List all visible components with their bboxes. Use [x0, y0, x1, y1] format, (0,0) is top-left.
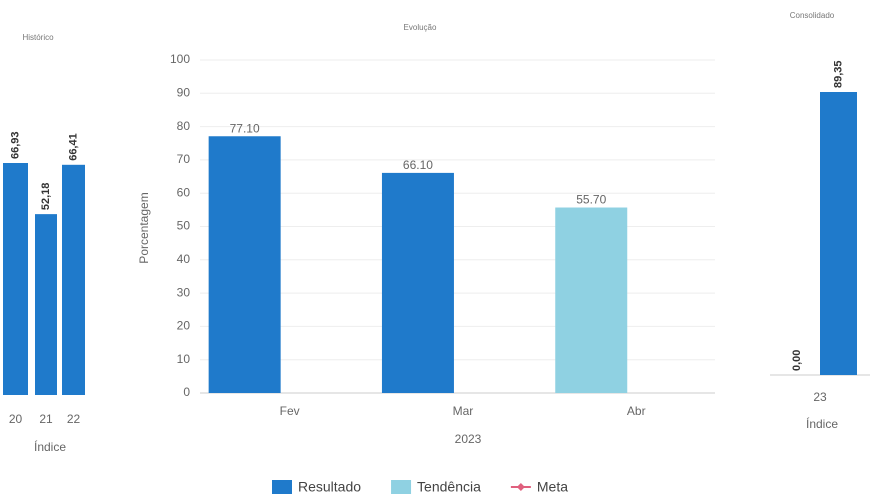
- x-tick-label: 20: [9, 412, 23, 426]
- panel-title: Consolidado: [790, 11, 835, 20]
- x-axis-title: Índice: [34, 439, 66, 454]
- bar: [35, 214, 57, 395]
- bar: [62, 164, 85, 395]
- value-label: 52,18: [40, 183, 52, 211]
- x-tick-label: 21: [39, 412, 53, 426]
- x-axis-title: 2023: [455, 432, 482, 446]
- bar: [3, 163, 28, 395]
- y-tick-label: 0: [183, 385, 190, 399]
- legend-swatch: [391, 480, 412, 494]
- y-tick-label: 40: [177, 252, 191, 266]
- bar: [381, 172, 454, 393]
- value-label: 55.70: [576, 193, 606, 207]
- bar: [208, 136, 281, 393]
- y-tick-label: 10: [177, 352, 191, 366]
- y-tick-label: 70: [177, 152, 191, 166]
- bar: [555, 207, 628, 393]
- legend-label: Meta: [537, 479, 568, 495]
- panel-title: Histórico: [22, 33, 54, 42]
- y-tick-label: 20: [177, 319, 191, 333]
- y-tick-label: 30: [177, 285, 191, 299]
- y-tick-label: 90: [177, 85, 191, 99]
- legend-swatch: [272, 480, 292, 494]
- value-label: 0,00: [791, 350, 803, 371]
- y-axis-title: Porcentagem: [137, 192, 151, 263]
- y-tick-label: 60: [177, 185, 191, 199]
- legend-label: Tendência: [417, 479, 481, 495]
- value-label: 66,93: [9, 131, 21, 159]
- legend-label: Resultado: [298, 479, 361, 495]
- x-tick-label: 23: [813, 390, 827, 404]
- x-tick-label: Mar: [453, 404, 474, 418]
- value-label: 77.10: [230, 121, 260, 135]
- x-tick-label: 22: [67, 412, 81, 426]
- value-label: 66.10: [403, 158, 433, 172]
- bar: [820, 92, 857, 375]
- panel-title: Evolução: [404, 23, 437, 32]
- y-tick-label: 50: [177, 219, 191, 233]
- x-axis-title: Índice: [806, 416, 838, 431]
- y-tick-label: 100: [170, 52, 190, 66]
- legend-marker: [516, 483, 525, 491]
- x-tick-label: Fev: [280, 404, 300, 418]
- value-label: 66,41: [67, 133, 79, 161]
- y-tick-label: 80: [177, 119, 191, 133]
- x-tick-label: Abr: [627, 404, 646, 418]
- value-label: 89,35: [832, 60, 844, 88]
